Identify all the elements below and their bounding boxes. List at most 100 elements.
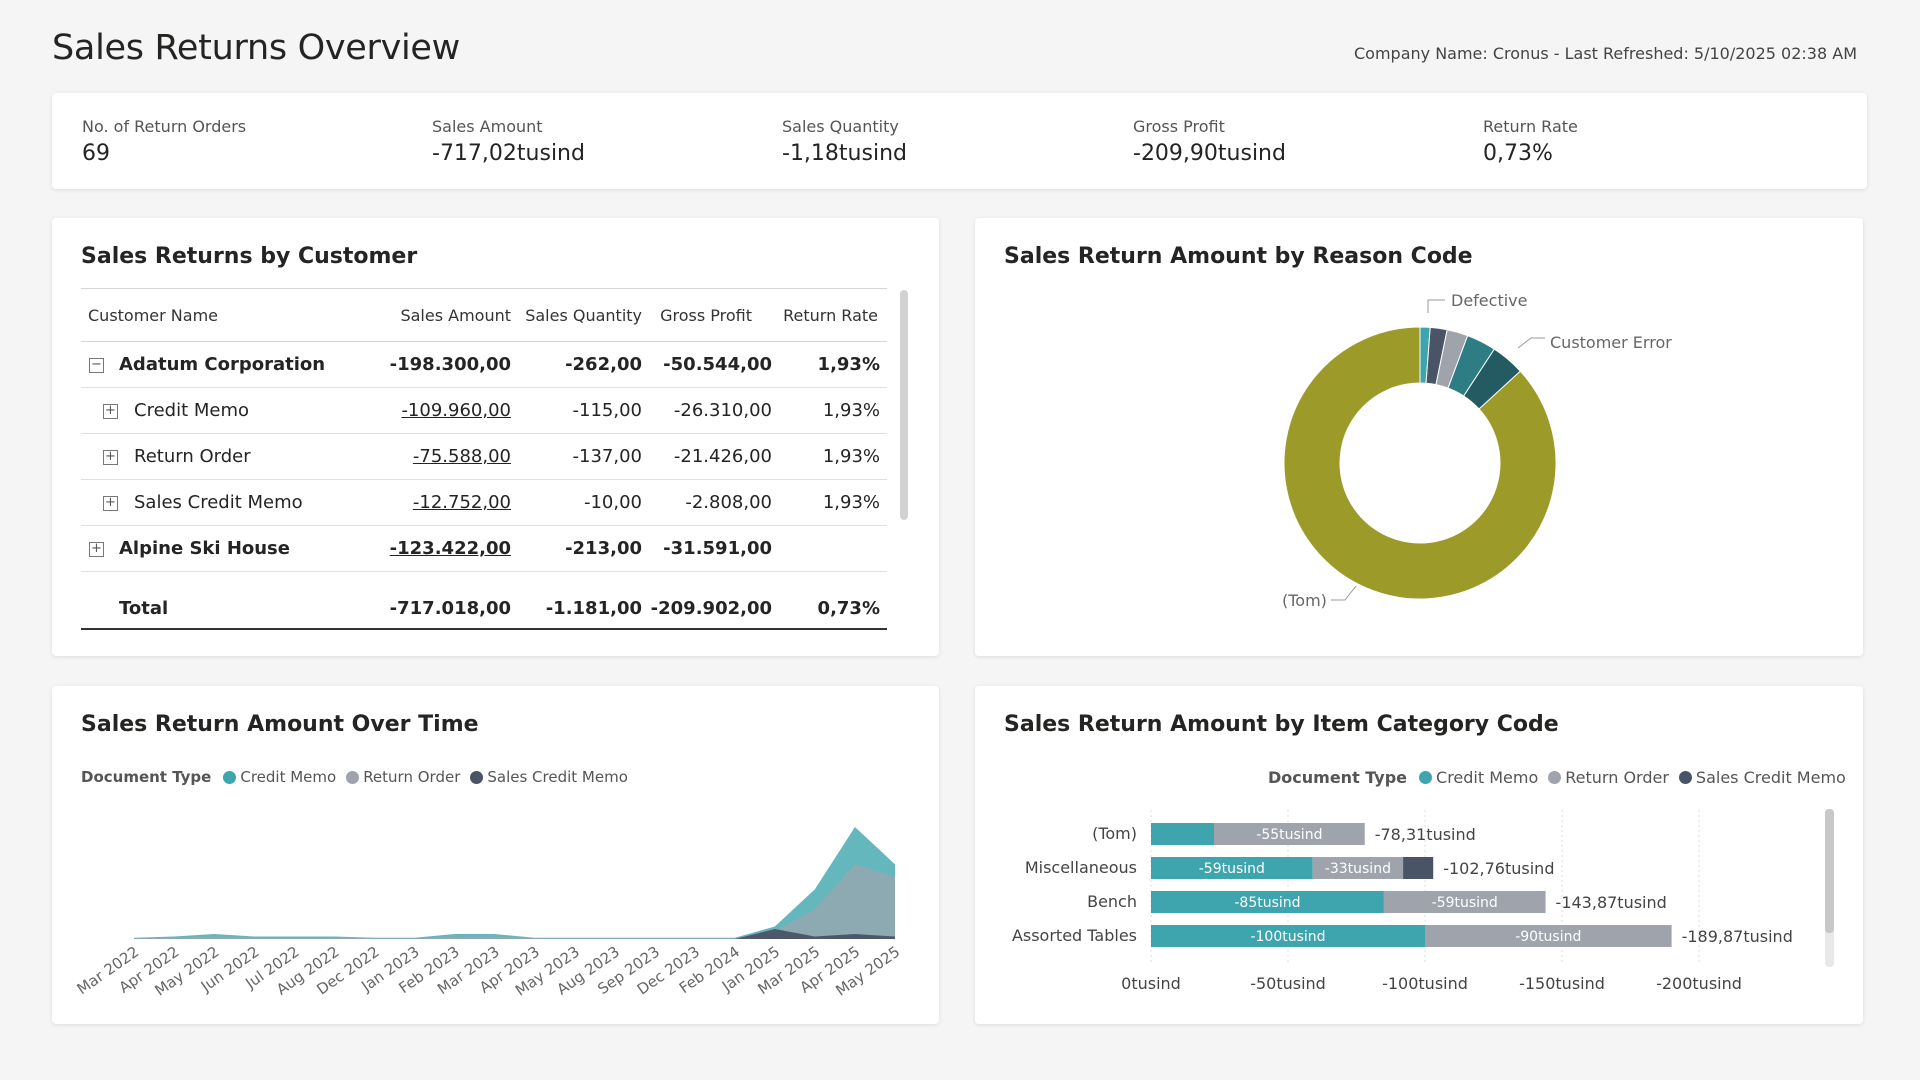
bar-data-label: -33tusind <box>1325 861 1391 877</box>
legend-item-credit-memo[interactable]: Credit Memo <box>223 768 336 786</box>
label-customer-error: Customer Error <box>1550 333 1672 352</box>
kpi-sales-amount[interactable]: Sales Amount -717,02tusind <box>432 117 585 166</box>
bar-segment[interactable] <box>1151 891 1384 913</box>
table-row[interactable]: + Sales Credit Memo -12.752,00 -10,00 -2… <box>81 480 887 526</box>
bar-segment[interactable] <box>1151 857 1313 879</box>
x-tick-label: -50tusind <box>1250 974 1326 993</box>
over-time-panel: Sales Return Amount Over Time Document T… <box>52 686 939 1024</box>
bar-segment[interactable] <box>1312 857 1404 879</box>
y-category-label: (Tom) <box>1092 824 1137 843</box>
kpi-return-orders[interactable]: No. of Return Orders 69 <box>82 117 246 166</box>
expand-toggle-icon[interactable]: + <box>103 450 118 465</box>
kpi-label: No. of Return Orders <box>82 117 247 136</box>
bar-total-label: -143,87tusind <box>1556 893 1667 912</box>
customer-matrix: Customer Name Sales Amount Sales Quantit… <box>81 288 887 588</box>
legend-title: Document Type <box>1268 768 1408 787</box>
cell-sales-quantity: -115,00 <box>572 400 642 421</box>
donut-slice[interactable] <box>1283 326 1557 600</box>
legend-item-sales-credit-memo[interactable]: Sales Credit Memo <box>470 768 628 786</box>
table-row[interactable]: + Alpine Ski House -123.422,00 -213,00 -… <box>81 526 887 572</box>
column-header-return-rate[interactable]: Return Rate <box>783 305 878 325</box>
bar-segment[interactable] <box>1151 925 1425 947</box>
column-header-customer-name[interactable]: Customer Name <box>88 305 219 325</box>
cell-sales-amount-link[interactable]: -123.422,00 <box>389 538 511 559</box>
cell-sales-quantity: -262,00 <box>565 354 642 375</box>
collapse-toggle-icon[interactable]: − <box>89 358 104 373</box>
cell-gross-profit: -50.544,00 <box>663 354 772 375</box>
expand-toggle-icon[interactable]: + <box>103 496 118 511</box>
legend-dot <box>1548 771 1562 784</box>
chart-scrollbar-thumb[interactable] <box>1825 809 1834 933</box>
bar-data-label: -100tusind <box>1250 929 1325 945</box>
cell-total-sales-quantity: -1.181,00 <box>545 597 642 619</box>
kpi-return-rate[interactable]: Return Rate 0,73% <box>1483 117 1578 166</box>
donut-slice[interactable] <box>1463 348 1522 410</box>
legend-label: Credit Memo <box>1436 768 1539 787</box>
kpi-gross-profit[interactable]: Gross Profit -209,90tusind <box>1133 117 1286 166</box>
legend-dot <box>346 770 360 784</box>
cell-sales-quantity: -213,00 <box>565 538 642 559</box>
expand-toggle-icon[interactable]: + <box>103 404 118 419</box>
area-series-2[interactable] <box>134 929 895 939</box>
legend-dot <box>1419 771 1433 784</box>
donut-chart[interactable]: Defective Customer Error (Tom) <box>975 218 1863 656</box>
chart-legend: Document Type Credit Memo Return Order S… <box>81 768 638 786</box>
table-row[interactable]: + Return Order -75.588,00 -137,00 -21.42… <box>81 434 887 480</box>
cell-return-rate: 1,93% <box>822 492 880 513</box>
kpi-value: -717,02tusind <box>432 141 585 166</box>
kpi-sales-quantity[interactable]: Sales Quantity -1,18tusind <box>782 117 907 166</box>
legend-dot <box>1678 771 1692 784</box>
kpi-label: Sales Amount <box>432 117 543 136</box>
area-series-0[interactable] <box>134 827 895 939</box>
cell-gross-profit: -2.808,00 <box>685 492 772 513</box>
customer-table-panel: Sales Returns by Customer Customer Name … <box>52 218 939 656</box>
column-header-sales-amount[interactable]: Sales Amount <box>400 305 511 325</box>
y-category-label: Miscellaneous <box>1025 858 1137 877</box>
cell-return-rate: 1,93% <box>822 446 880 467</box>
kpi-value: -209,90tusind <box>1133 141 1286 166</box>
bar-segment[interactable] <box>1403 857 1434 879</box>
expand-toggle-icon[interactable]: + <box>89 542 104 557</box>
bar-data-label: -90tusind <box>1515 929 1581 945</box>
cell-gross-profit: -31.591,00 <box>663 538 772 559</box>
cell-customer-name: Alpine Ski House <box>119 538 290 559</box>
x-tick-label: -100tusind <box>1382 974 1468 993</box>
panel-title: Sales Return Amount by Reason Code <box>1004 244 1473 269</box>
label-tom: (Tom) <box>1282 591 1327 610</box>
table-row[interactable]: + Credit Memo -109.960,00 -115,00 -26.31… <box>81 388 887 434</box>
table-header-row: Customer Name Sales Amount Sales Quantit… <box>81 288 887 342</box>
x-tick-label: -200tusind <box>1656 974 1742 993</box>
table-scrollbar[interactable] <box>900 290 908 520</box>
bar-chart[interactable]: 0tusind -50tusind -100tusind -150tusind -200… <box>975 686 1863 1024</box>
cell-sales-amount-link[interactable]: -109.960,00 <box>401 400 511 421</box>
legend-label: Return Order <box>1565 768 1669 787</box>
cell-return-rate: 1,93% <box>822 400 880 421</box>
cell-sales-amount-link[interactable]: -75.588,00 <box>412 446 511 467</box>
page-title: Sales Returns Overview <box>52 28 460 68</box>
cell-customer-name: Credit Memo <box>134 400 250 421</box>
bar-segment[interactable] <box>1425 925 1672 947</box>
kpi-value: -1,18tusind <box>782 141 907 166</box>
cell-total-label: Total <box>119 597 169 619</box>
bar-data-label: -59tusind <box>1199 861 1265 877</box>
column-header-gross-profit[interactable]: Gross Profit <box>660 305 752 325</box>
column-header-sales-quantity[interactable]: Sales Quantity <box>525 305 642 325</box>
bar-segment[interactable] <box>1383 891 1546 913</box>
area-series-1[interactable] <box>134 864 895 939</box>
item-category-panel: Sales Return Amount by Item Category Cod… <box>975 686 1863 1024</box>
legend-item-return-order[interactable]: Return Order <box>1548 768 1669 787</box>
table-row[interactable]: − Adatum Corporation -198.300,00 -262,00… <box>81 342 887 388</box>
legend-item-credit-memo[interactable]: Credit Memo <box>1419 768 1538 787</box>
legend-item-return-order[interactable]: Return Order <box>346 768 460 786</box>
chart-scrollbar-track[interactable] <box>1825 809 1834 967</box>
cell-sales-amount-link[interactable]: -12.752,00 <box>412 492 511 513</box>
kpi-label: Gross Profit <box>1133 117 1225 136</box>
cell-customer-name: Adatum Corporation <box>119 354 326 375</box>
kpi-value: 69 <box>82 141 110 166</box>
legend-item-sales-credit-memo[interactable]: Sales Credit Memo <box>1678 768 1846 787</box>
bar-segment[interactable] <box>1214 823 1365 845</box>
table-total-row: Total -717.018,00 -1.181,00 -209.902,00 … <box>81 588 887 630</box>
bar-segment[interactable] <box>1151 823 1215 845</box>
leader-line <box>1427 299 1445 313</box>
